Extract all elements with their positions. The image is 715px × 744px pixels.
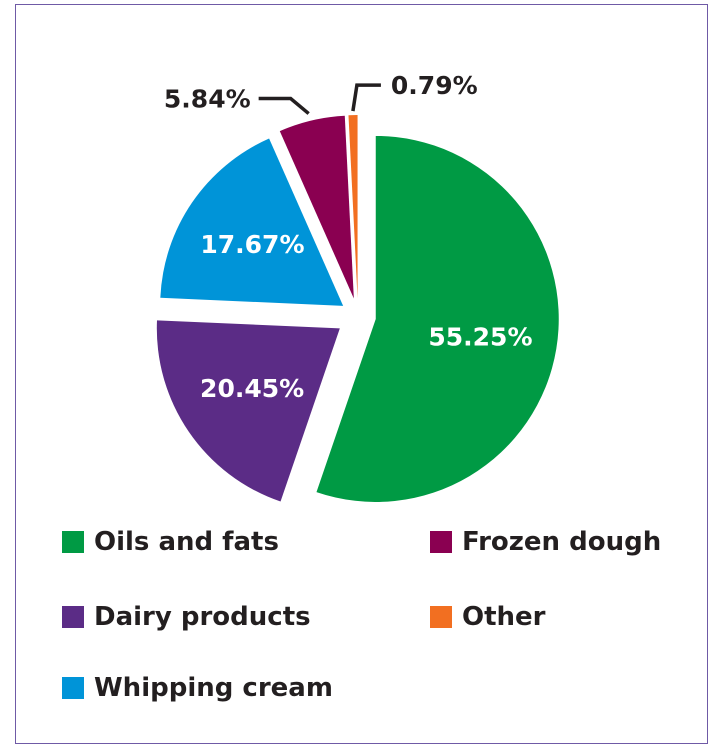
pie-chart: 55.25% 20.45% 17.67% 5.84% 0.79% xyxy=(156,71,559,502)
slice-label-frozen-dough: 5.84% xyxy=(164,85,251,114)
pie-slice-dairy-products xyxy=(156,320,340,502)
pie-slice-other xyxy=(348,115,358,299)
pie-slice-oils-and-fats xyxy=(316,135,559,502)
leader-line-frozen-dough xyxy=(258,96,310,115)
slice-label-other: 0.79% xyxy=(391,71,478,100)
slice-label-oils-and-fats: 55.25% xyxy=(428,322,532,351)
pie-slice-whipping-cream xyxy=(160,138,344,306)
leader-line-other xyxy=(351,83,381,112)
slice-label-dairy-products: 20.45% xyxy=(200,374,304,403)
pie-slice-frozen-dough xyxy=(279,115,354,299)
slice-label-whipping-cream: 17.67% xyxy=(200,230,304,259)
